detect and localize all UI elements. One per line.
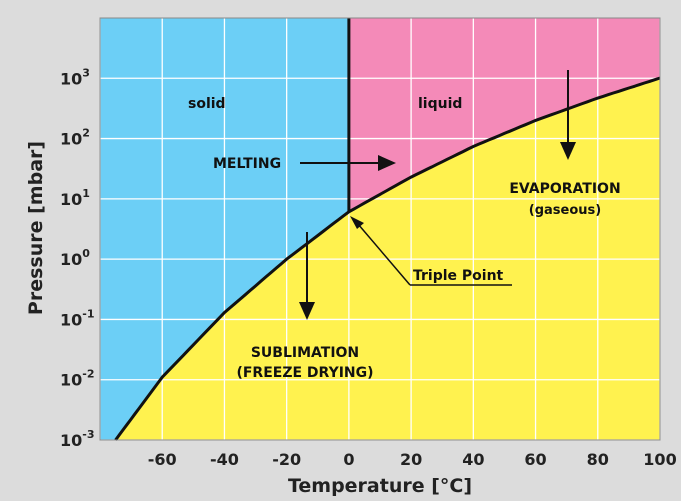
- triple-point-label: Triple Point: [413, 268, 504, 284]
- x-tick-label: -20: [272, 450, 301, 469]
- x-tick-label: -40: [210, 450, 239, 469]
- plot-area: [99, 17, 661, 441]
- x-axis-ticks: -60 -40 -20 0 20 40 60 80 100: [148, 450, 677, 469]
- x-tick-label: 40: [462, 450, 484, 469]
- evaporation-sublabel: (gaseous): [529, 203, 601, 218]
- triple-point-arrow-head: [350, 216, 364, 229]
- evaporation-arrow-head: [560, 142, 576, 160]
- sublimation-label: SUBLIMATION: [251, 345, 359, 361]
- y-tick-label: 103: [60, 66, 90, 88]
- evaporation-label: EVAPORATION: [509, 181, 620, 197]
- sublimation-sublabel: (FREEZE DRYING): [236, 365, 373, 381]
- y-axis-label: Pressure [mbar]: [25, 141, 47, 315]
- plot-frame: [99, 17, 661, 441]
- melting-arrow-head: [378, 155, 396, 171]
- y-tick-label: 102: [60, 127, 90, 149]
- sublimation-arrow-head: [299, 302, 315, 320]
- x-tick-label: 80: [587, 450, 609, 469]
- x-tick-label: 100: [643, 450, 676, 469]
- y-axis-ticks: 103 102 101 100 10-1 10-2 10-3: [60, 66, 95, 450]
- y-tick-label: 100: [60, 247, 90, 269]
- x-axis-label: Temperature [°C]: [288, 475, 472, 497]
- y-tick-label: 10-1: [60, 307, 95, 329]
- sublimation-evaporation-curve: [114, 76, 661, 441]
- y-tick-label: 10-3: [60, 428, 95, 450]
- x-tick-label: 60: [524, 450, 546, 469]
- solid-label: solid: [188, 96, 226, 112]
- annotations: solid liquid MELTING EVAPORATION (gaseou…: [188, 70, 621, 381]
- y-tick-label: 101: [60, 187, 90, 209]
- melting-label: MELTING: [213, 156, 281, 172]
- x-tick-label: 20: [400, 450, 422, 469]
- x-tick-label: -60: [148, 450, 177, 469]
- triple-point-arrow-shaft: [357, 223, 411, 286]
- x-tick-label: 0: [343, 450, 354, 469]
- liquid-label: liquid: [418, 96, 462, 112]
- y-tick-label: 10-2: [60, 368, 95, 390]
